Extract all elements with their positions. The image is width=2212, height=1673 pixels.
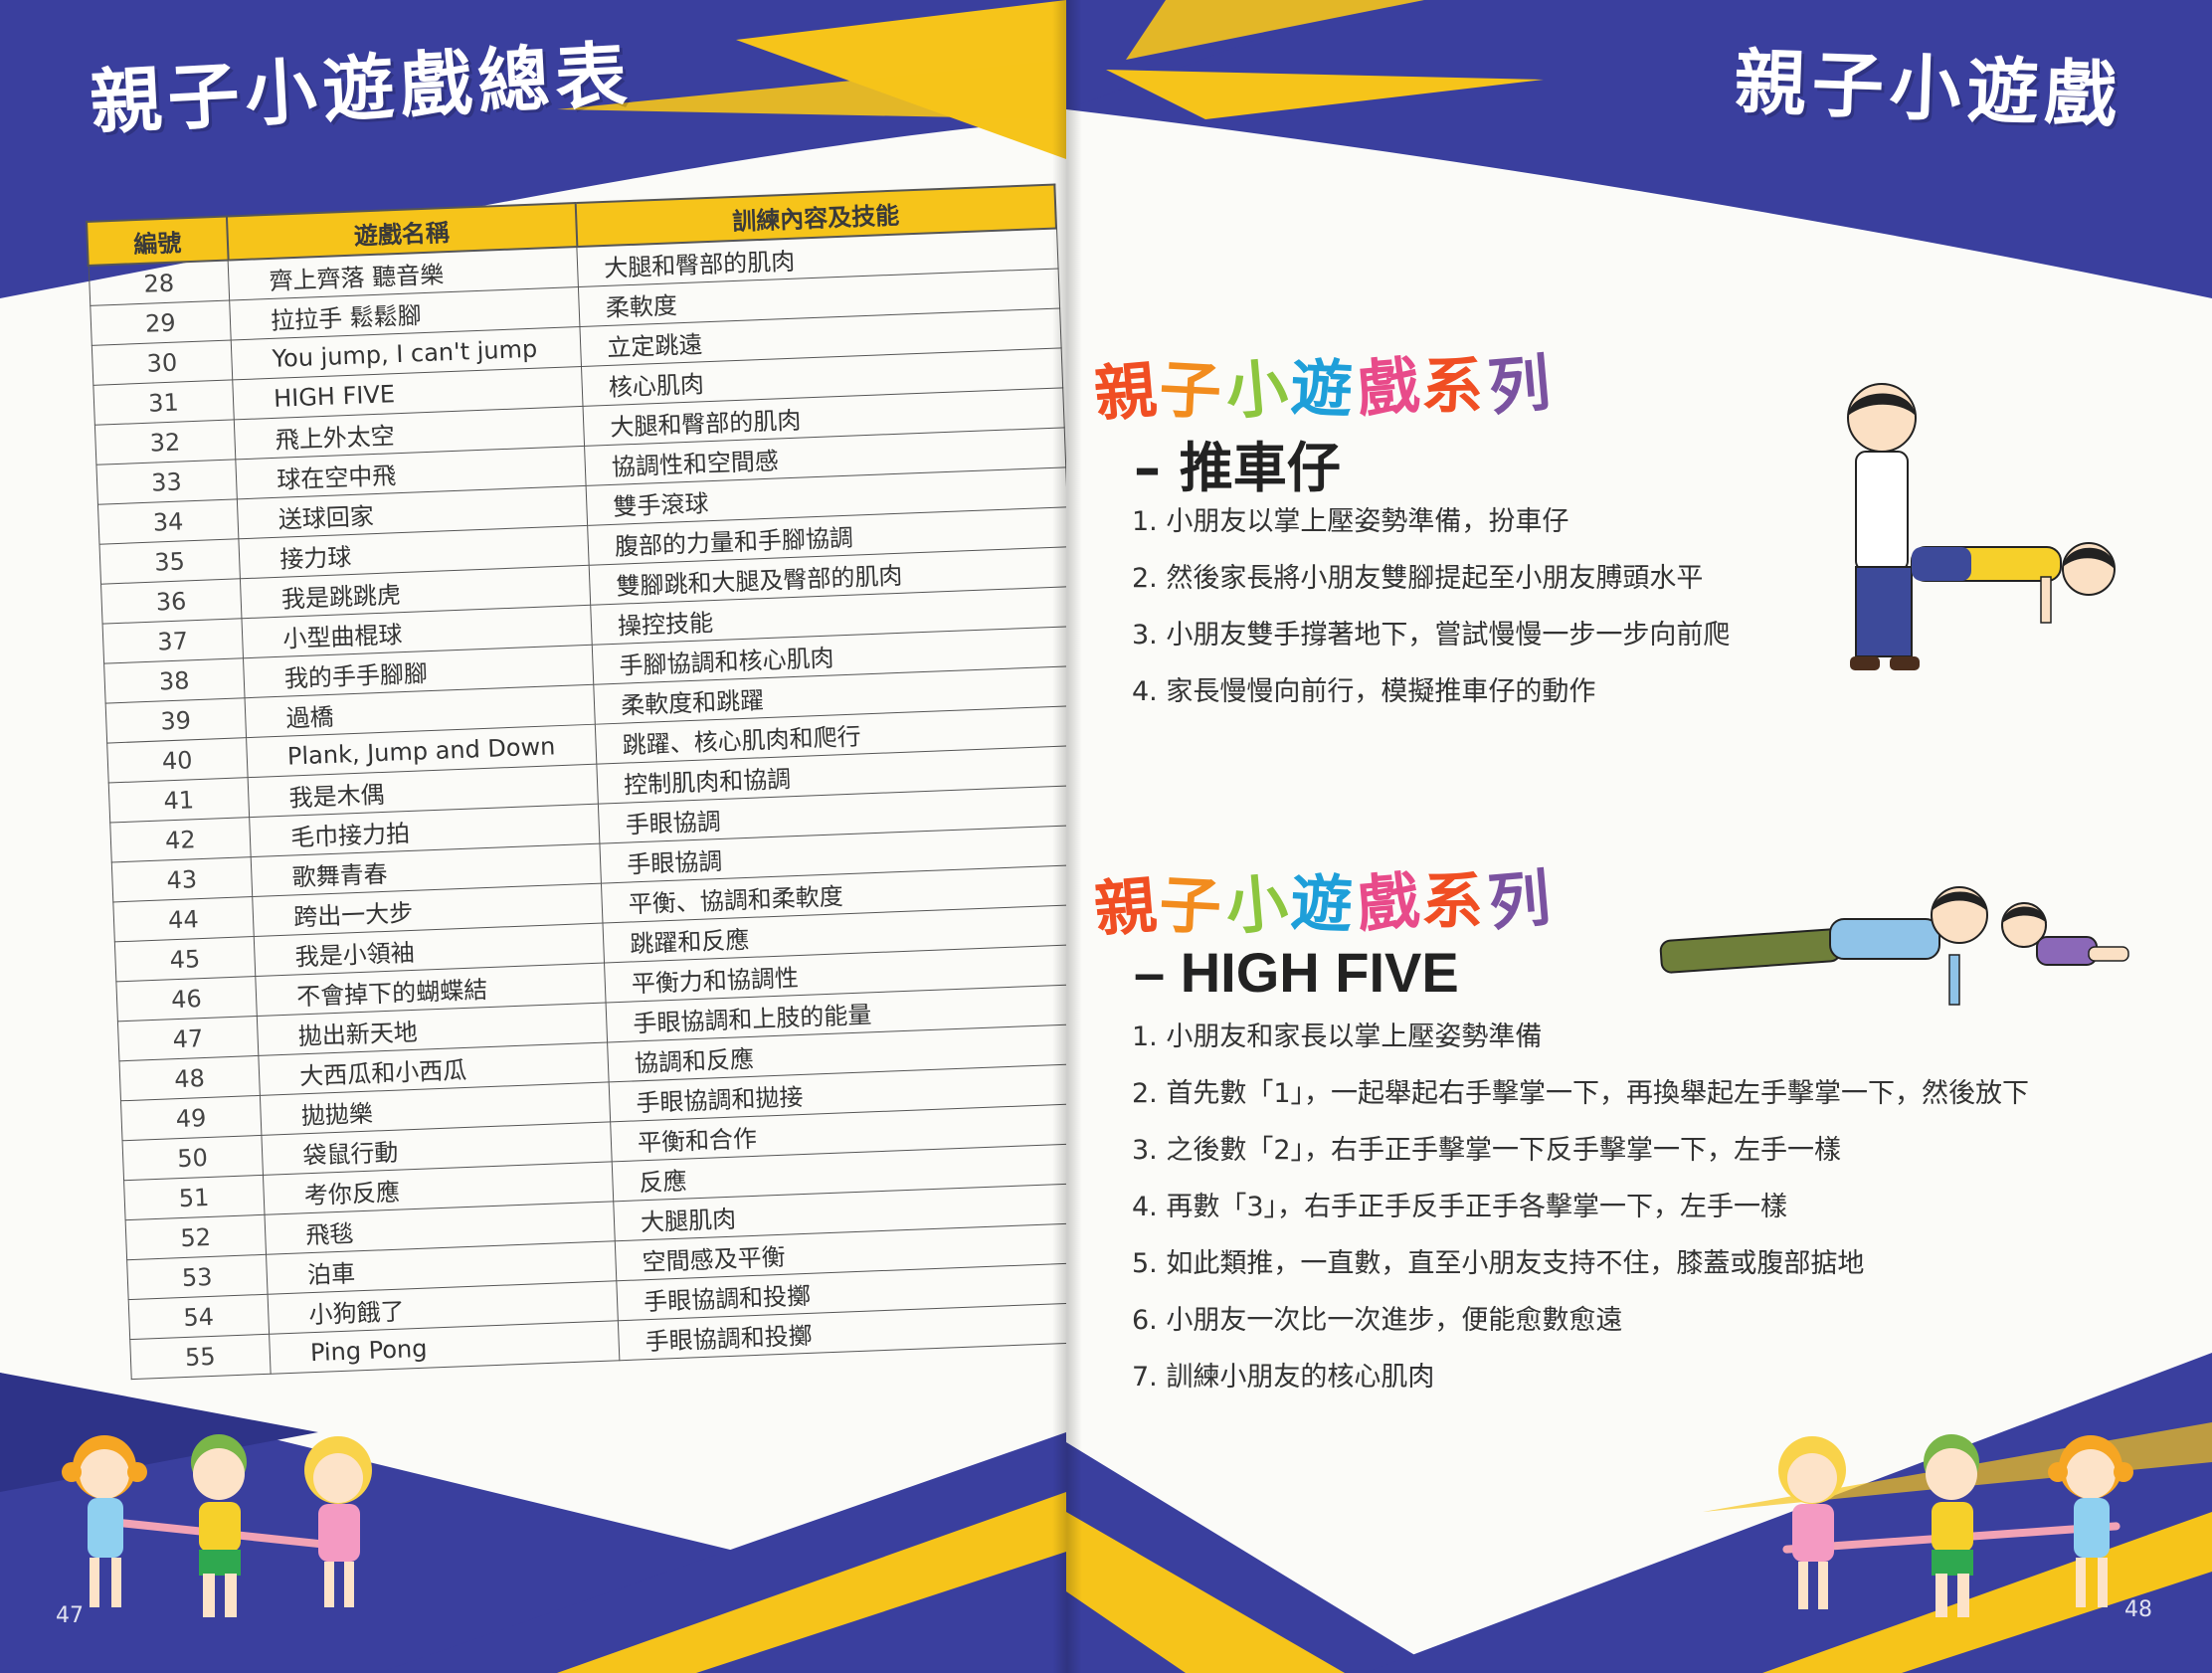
game-summary-table: 編號 遊戲名稱 訓練內容及技能 28 齊上齊落 聽音樂 大腿和臀部的肌肉 29 拉拉手 …	[86, 184, 1066, 1381]
game-number-cell: 44	[112, 896, 255, 942]
game-number-cell: 51	[123, 1175, 266, 1220]
kids-tug-of-war-illustration-right	[1778, 1434, 2133, 1617]
game-number-cell: 52	[124, 1214, 267, 1260]
game-number-cell: 46	[115, 976, 258, 1022]
game-number-cell: 40	[106, 737, 249, 784]
game-number-cell: 42	[109, 817, 252, 862]
game-number-cell: 43	[110, 856, 253, 902]
game-number-cell: 37	[101, 618, 244, 664]
game-number-cell: 50	[121, 1135, 264, 1181]
game-number-cell: 54	[127, 1294, 270, 1340]
game-number-cell: 38	[103, 657, 246, 704]
step-item: 4. 家長慢慢向前行，模擬推車仔的動作	[1132, 676, 1596, 707]
step-item: 6. 小朋友一次比一次進步，便能愈數愈遠	[1132, 1305, 1623, 1336]
step-item: 1. 小朋友以掌上壓姿勢準備，扮車仔	[1132, 506, 1569, 537]
section-subtitle-wheelbarrow: – 推車仔	[1134, 437, 1341, 499]
step-item: 2. 然後家長將小朋友雙腳提起至小朋友膊頭水平	[1132, 563, 1704, 594]
game-number-cell: 47	[116, 1016, 260, 1061]
right-page: 親子小遊戲 48	[1066, 0, 2212, 1673]
table-body: 28 齊上齊落 聽音樂 大腿和臀部的肌肉 29 拉拉手 鬆鬆腳 柔軟度 30 You jump…	[88, 228, 1066, 1380]
game-number-cell: 49	[119, 1095, 263, 1141]
series-title-2: 親子小遊戲系列	[1091, 860, 1558, 947]
step-item: 7. 訓練小朋友的核心肌肉	[1132, 1362, 1435, 1393]
game-number-cell: 31	[92, 379, 235, 426]
father-pushing-child-wheelbarrow-illustration	[1847, 383, 2116, 670]
right-page-title: 親子小遊戲	[1733, 40, 2124, 137]
left-page-number: 47	[56, 1603, 84, 1628]
game-number-cell: 29	[90, 299, 232, 346]
game-number-cell: 48	[118, 1055, 261, 1101]
game-number-cell: 39	[104, 697, 247, 744]
kids-tug-of-war-illustration	[62, 1434, 372, 1617]
step-item: 4. 再數「3」，右手正手反手正手各擊掌一下，左手一樣	[1132, 1192, 1788, 1222]
step-item: 5. 如此類推，一直數，直至小朋友支持不住，膝蓋或腹部掂地	[1132, 1248, 1865, 1279]
steps-list-wheelbarrow: 1. 小朋友以掌上壓姿勢準備，扮車仔 2. 然後家長將小朋友雙腳提起至小朋友膊頭…	[1132, 493, 1730, 720]
step-item: 3. 之後數「2」，右手正手擊掌一下反手擊掌一下，左手一樣	[1132, 1135, 1842, 1166]
game-number-cell: 32	[93, 419, 236, 465]
section-subtitle-high-five: – HIGH FIVE	[1134, 941, 1459, 1004]
header-number: 編號	[87, 216, 229, 266]
game-number-cell: 55	[129, 1334, 272, 1380]
step-item: 2. 首先數「1」，一起舉起右手擊掌一下，再換舉起左手擊掌一下，然後放下	[1132, 1078, 2030, 1109]
game-number-cell: 53	[126, 1254, 269, 1300]
game-number-cell: 41	[107, 777, 250, 824]
game-number-cell: 34	[96, 498, 240, 545]
game-number-cell: 45	[113, 936, 256, 982]
steps-list-high-five: 1. 小朋友和家長以掌上壓姿勢準備 2. 首先數「1」，一起舉起右手擊掌一下，再…	[1132, 1009, 2029, 1405]
game-number-cell: 33	[95, 459, 238, 505]
game-number-cell: 28	[88, 260, 230, 306]
step-item: 3. 小朋友雙手撐著地下，嘗試慢慢一步一步向前爬	[1132, 620, 1731, 651]
game-summary-table-wrapper: 編號 遊戲名稱 訓練內容及技能 28 齊上齊落 聽音樂 大腿和臀部的肌肉 29 拉拉手 …	[86, 184, 1066, 1381]
father-child-plank-high-five-illustration	[1659, 886, 2129, 1006]
series-title-1: 親子小遊戲系列	[1091, 345, 1558, 432]
game-number-cell: 36	[100, 578, 243, 625]
step-item: 1. 小朋友和家長以掌上壓姿勢準備	[1132, 1022, 1543, 1052]
book-spine-shadow	[1052, 0, 1082, 1673]
game-number-cell: 30	[91, 339, 233, 386]
game-number-cell: 35	[98, 538, 241, 585]
right-page-number: 48	[2124, 1597, 2152, 1622]
left-page: 親子小遊戲總表 編號 遊戲名稱 訓練內容及技能 28 齊上齊落 聽音樂 大腿和臀部的…	[0, 0, 1066, 1673]
